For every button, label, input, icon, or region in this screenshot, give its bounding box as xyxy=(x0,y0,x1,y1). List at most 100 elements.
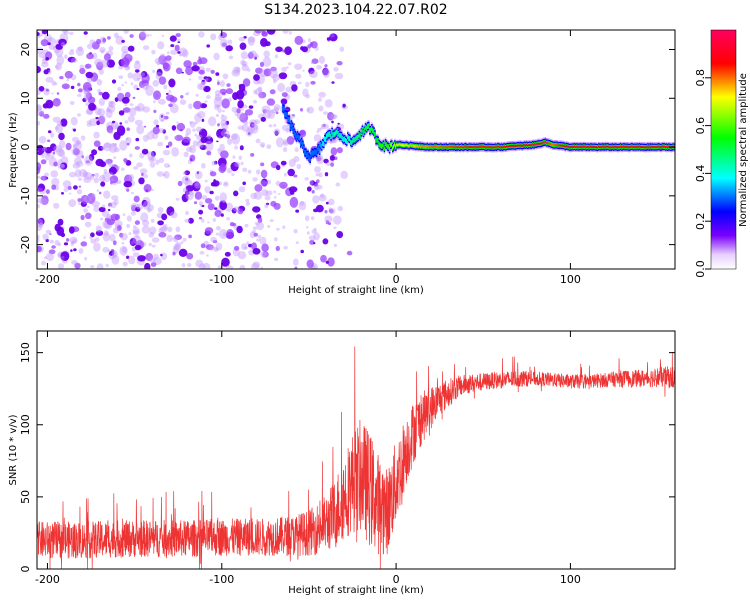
trace-core xyxy=(540,142,543,145)
trace-core xyxy=(588,146,591,149)
noise-speckle xyxy=(292,258,299,266)
trace-core xyxy=(366,125,369,128)
noise-speckle xyxy=(165,55,172,61)
noise-speckle xyxy=(333,243,337,248)
noise-speckle xyxy=(53,161,58,167)
trace-core xyxy=(334,132,337,136)
noise-speckle xyxy=(156,61,161,66)
trace-core xyxy=(587,146,590,148)
trace-core xyxy=(362,131,365,135)
noise-speckle xyxy=(79,64,85,69)
noise-speckle xyxy=(194,121,198,125)
noise-speckle xyxy=(254,184,263,192)
trace-core xyxy=(424,146,426,148)
noise-speckle xyxy=(275,137,284,148)
noise-speckle xyxy=(136,162,143,168)
trace-core xyxy=(303,147,305,150)
trace-core xyxy=(558,144,560,147)
trace-core xyxy=(494,145,497,148)
noise-speckle xyxy=(80,214,85,221)
noise-speckle xyxy=(217,81,220,86)
noise-speckle xyxy=(305,81,310,88)
noise-speckle xyxy=(235,66,241,73)
trace-core xyxy=(407,144,410,147)
noise-speckle xyxy=(86,43,93,50)
noise-speckle xyxy=(207,134,212,140)
noise-speckle xyxy=(201,118,205,123)
noise-speckle xyxy=(64,54,68,59)
noise-speckle xyxy=(337,205,344,212)
noise-speckle xyxy=(108,250,115,256)
trace-core xyxy=(318,149,321,152)
noise-speckle xyxy=(234,145,238,150)
noise-speckle xyxy=(72,136,79,143)
noise-speckle xyxy=(144,262,151,269)
noise-speckle xyxy=(314,166,321,173)
noise-speckle xyxy=(325,201,329,205)
trace-core xyxy=(392,146,394,150)
noise-speckle xyxy=(80,194,89,205)
noise-speckle xyxy=(83,236,86,240)
noise-speckle xyxy=(260,266,264,269)
noise-speckle xyxy=(75,160,84,167)
trace-core xyxy=(609,146,612,149)
noise-speckle xyxy=(231,207,237,214)
noise-speckle xyxy=(324,215,333,223)
noise-speckle xyxy=(241,108,244,111)
noise-speckle xyxy=(53,202,60,209)
trace-core xyxy=(582,145,584,148)
noise-speckle xyxy=(228,55,234,60)
trace-core xyxy=(600,146,602,149)
noise-speckle xyxy=(267,225,271,228)
noise-speckle xyxy=(71,240,75,245)
noise-speckle xyxy=(239,113,249,123)
noise-speckle xyxy=(175,67,183,75)
trace-core xyxy=(348,137,350,140)
noise-speckle xyxy=(51,245,56,249)
noise-speckle xyxy=(50,170,59,178)
noise-speckle xyxy=(216,104,221,109)
noise-speckle xyxy=(277,192,281,195)
noise-speckle xyxy=(262,56,272,67)
noise-speckle xyxy=(132,96,136,99)
trace-core xyxy=(428,146,431,149)
noise-speckle xyxy=(132,235,141,245)
noise-speckle xyxy=(157,220,164,226)
spectrogram-frame xyxy=(36,29,676,270)
trace-core xyxy=(406,144,409,147)
noise-speckle xyxy=(330,113,337,120)
noise-speckle xyxy=(331,120,334,124)
noise-speckle xyxy=(264,203,269,209)
trace-core xyxy=(365,127,368,130)
noise-speckle xyxy=(94,172,100,178)
x-tick-label: 100 xyxy=(560,573,581,586)
noise-speckle xyxy=(293,229,298,234)
noise-speckle xyxy=(195,259,204,268)
noise-speckle xyxy=(148,242,152,247)
trace-core xyxy=(577,146,579,148)
noise-speckle xyxy=(168,90,172,94)
trace-core xyxy=(509,145,511,148)
trace-core xyxy=(283,107,285,111)
noise-speckle xyxy=(184,170,191,176)
trace-core xyxy=(659,146,662,149)
trace-core xyxy=(342,138,345,141)
noise-speckle xyxy=(217,265,222,269)
noise-speckle xyxy=(192,128,196,132)
noise-speckle xyxy=(107,208,111,212)
noise-speckle xyxy=(295,73,302,79)
noise-speckle xyxy=(39,33,44,37)
noise-speckle xyxy=(158,157,165,164)
noise-speckle xyxy=(111,195,119,201)
trace-core xyxy=(496,145,499,148)
noise-speckle xyxy=(145,85,154,96)
noise-speckle xyxy=(45,189,50,195)
trace-core xyxy=(611,145,614,148)
noise-speckle xyxy=(310,41,318,49)
y-tick-label: -20 xyxy=(19,236,32,254)
x-tick-label: 100 xyxy=(560,273,581,286)
noise-speckle xyxy=(82,97,87,103)
noise-speckle xyxy=(113,147,120,153)
noise-speckle xyxy=(45,99,54,109)
noise-speckle xyxy=(320,193,325,198)
